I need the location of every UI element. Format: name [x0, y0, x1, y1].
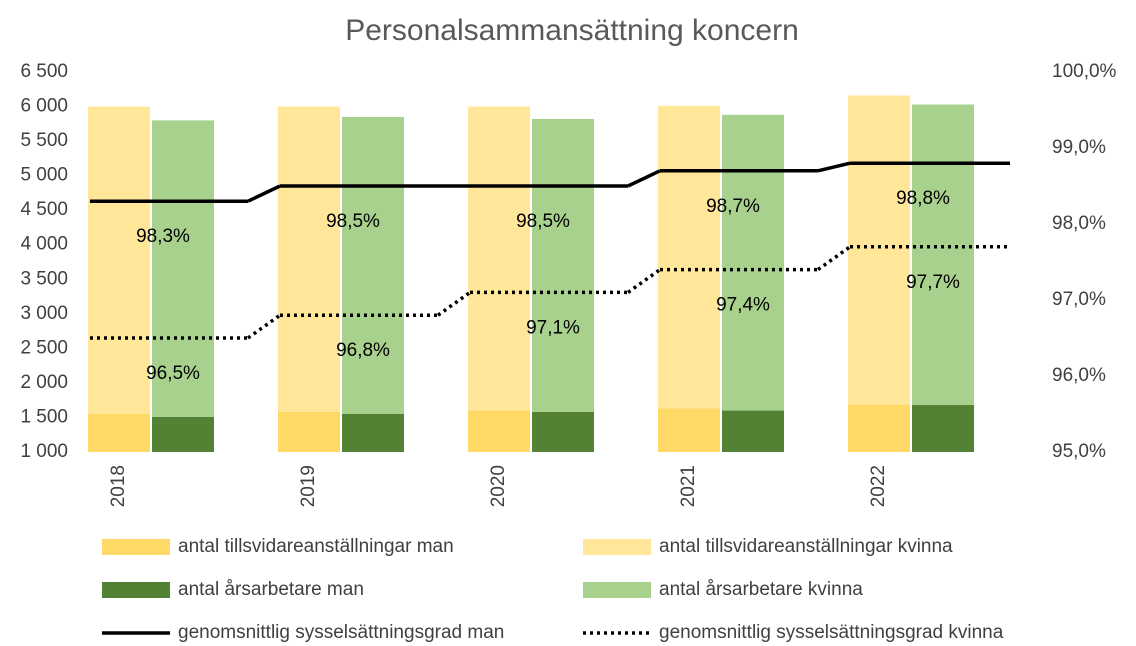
bar: [342, 116, 404, 414]
bar: [912, 405, 974, 452]
legend-label: antal årsarbetare kvinna: [659, 579, 863, 600]
y-tick-label: 5 000: [20, 165, 68, 186]
y-tick-label: 3 000: [20, 303, 68, 324]
data-label: 98,5%: [516, 211, 570, 232]
bar: [468, 410, 530, 452]
x-tick-label: 2021: [678, 465, 699, 507]
line-connector: [817, 161, 851, 173]
bar: [88, 414, 150, 452]
legend-label: genomsnittlig sysselsättningsgrad man: [178, 622, 504, 643]
y-tick-label: 4 000: [20, 234, 68, 255]
y-tick-label: 4 500: [20, 199, 68, 220]
line-connector: [247, 184, 281, 203]
y2-tick-label: 100,0%: [1052, 61, 1117, 82]
bar: [278, 411, 340, 452]
bar: [658, 408, 720, 452]
bar: [532, 411, 594, 452]
y-tick-label: 5 500: [20, 130, 68, 151]
data-label: 98,8%: [896, 188, 950, 209]
bar: [342, 414, 404, 452]
bar: [722, 410, 784, 452]
y2-tick-label: 98,0%: [1052, 213, 1106, 234]
legend-swatch: [102, 539, 170, 555]
bar: [658, 105, 720, 409]
legend-label: antal tillsvidareanställningar man: [178, 536, 454, 557]
x-tick-label: 2018: [108, 465, 129, 507]
data-label: 98,3%: [136, 226, 190, 247]
data-label: 97,4%: [716, 295, 770, 316]
bar: [468, 106, 530, 411]
bar: [848, 95, 910, 405]
y-tick-label: 2 000: [20, 372, 68, 393]
legend-swatch: [583, 582, 651, 598]
y-tick-label: 1 500: [20, 406, 68, 427]
chart-title: Personalsammansättning koncern: [345, 14, 799, 47]
bar: [152, 120, 214, 417]
x-tick-label: 2022: [868, 465, 889, 507]
y-tick-label: 3 500: [20, 268, 68, 289]
bar: [152, 416, 214, 452]
y2-tick-label: 97,0%: [1052, 289, 1106, 310]
data-label: 96,5%: [146, 363, 200, 384]
legend-label: genomsnittlig sysselsättningsgrad kvinna: [659, 622, 1004, 643]
legend-swatch: [583, 539, 651, 555]
y-tick-label: 6 000: [20, 96, 68, 117]
y-tick-label: 6 500: [20, 61, 68, 82]
y-tick-label: 1 000: [20, 441, 68, 462]
data-label: 96,8%: [336, 340, 390, 361]
bar: [912, 104, 974, 406]
data-label: 97,1%: [526, 317, 580, 338]
data-label: 98,5%: [326, 211, 380, 232]
bar: [88, 106, 150, 414]
bar: [532, 118, 594, 412]
legend-label: antal tillsvidareanställningar kvinna: [659, 536, 953, 557]
line-connector: [627, 169, 661, 188]
x-tick-label: 2019: [298, 465, 319, 507]
bar: [278, 106, 340, 412]
y-tick-label: 2 500: [20, 337, 68, 358]
legend-swatch: [102, 582, 170, 598]
data-label: 98,7%: [706, 196, 760, 217]
y2-tick-label: 95,0%: [1052, 441, 1106, 462]
bar: [722, 114, 784, 411]
data-label: 97,7%: [906, 272, 960, 293]
x-tick-label: 2020: [488, 465, 509, 507]
legend-label: antal årsarbetare man: [178, 579, 364, 600]
y2-tick-label: 99,0%: [1052, 137, 1106, 158]
y2-tick-label: 96,0%: [1052, 365, 1106, 386]
bar: [848, 404, 910, 452]
